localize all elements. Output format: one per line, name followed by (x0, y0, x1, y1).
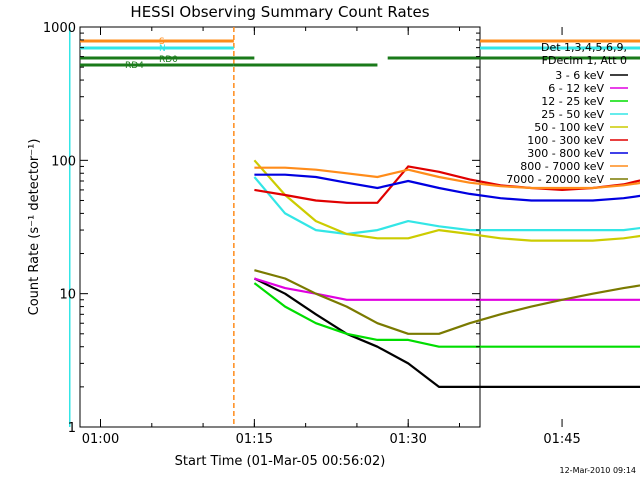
y-tick-label: 1000 (43, 21, 76, 36)
legend-label: 3 - 6 keV (555, 69, 604, 82)
series-line-8 (254, 269, 640, 335)
legend-header-line: FDecim 1, Att 0 (542, 54, 627, 67)
y-tick-label: 10 (59, 288, 76, 303)
legend-label: 100 - 300 keV (527, 134, 604, 147)
series-line-3 (253, 176, 640, 236)
legend-label: 6 - 12 keV (548, 82, 604, 95)
vertical-markers (68, 27, 235, 427)
legend-label: 25 - 50 keV (541, 108, 604, 121)
flag-label-rd0: RD0 (159, 55, 178, 65)
series-line-6 (254, 173, 640, 202)
flag-label-rd4: RD4 (125, 61, 144, 71)
x-tick-label: 01:45 (543, 432, 580, 447)
series-line-0 (253, 277, 640, 388)
flag-label-n: N (159, 44, 166, 54)
series-line-4 (253, 159, 640, 242)
series-line-7 (254, 166, 640, 190)
footer-timestamp: 12-Mar-2010 09:14 (560, 466, 637, 475)
chart-title: HESSI Observing Summary Count Rates (130, 3, 429, 21)
legend-label: 50 - 100 keV (534, 121, 604, 134)
legend-label: 300 - 800 keV (527, 147, 604, 160)
plot-frame (79, 26, 481, 428)
y-tick-label: 1 (68, 421, 76, 436)
legend: Det 1,3,4,5,6,9,FDecim 1, Att 0 3 - 6 keV… (506, 41, 628, 186)
flag-label-s: S (159, 37, 165, 47)
x-axis-label: Start Time (01-Mar-05 00:56:02) (175, 454, 386, 469)
series-line-5 (254, 165, 640, 204)
y-tick-label: 100 (51, 154, 76, 169)
legend-label: 12 - 25 keV (541, 95, 604, 108)
legend-label: 800 - 7000 keV (520, 160, 604, 173)
x-tick-label: 01:30 (389, 432, 426, 447)
legend-header-line: Det 1,3,4,5,6,9, (541, 41, 627, 54)
x-tick-label: 01:15 (236, 432, 273, 447)
x-tick-label: 01:00 (82, 432, 119, 447)
y-axis-label: Count Rate (s⁻¹ detector⁻¹) (27, 139, 42, 316)
axes: 01:0001:1501:3001:4502:0002:1502:3011010… (43, 21, 581, 447)
series-line-2 (253, 282, 640, 348)
series-line-1 (254, 277, 640, 301)
legend-label: 7000 - 20000 keV (506, 173, 604, 186)
series-lines (253, 159, 640, 388)
